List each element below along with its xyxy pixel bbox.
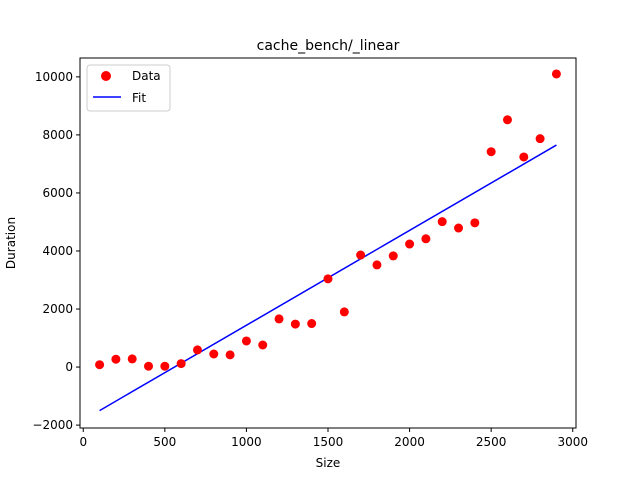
legend-marker-data <box>101 71 111 81</box>
data-point <box>437 217 447 227</box>
data-point <box>127 354 137 364</box>
chart-title: cache_bench/_linear <box>257 38 400 54</box>
data-point <box>470 218 480 228</box>
x-tick-label: 0 <box>79 435 87 449</box>
data-point <box>405 239 415 249</box>
data-point <box>144 361 154 371</box>
x-tick-label: 1000 <box>231 435 262 449</box>
data-point <box>323 274 333 284</box>
data-point <box>421 234 431 244</box>
legend-label-data: Data <box>132 69 161 83</box>
data-point <box>486 147 496 157</box>
y-axis-label: Duration <box>4 217 18 269</box>
data-point <box>454 223 464 233</box>
x-axis-label: Size <box>316 456 341 470</box>
y-tick-label: 10000 <box>35 70 73 84</box>
data-point <box>307 319 317 329</box>
data-point <box>502 115 512 125</box>
y-tick-label: 4000 <box>42 244 73 258</box>
data-point <box>192 345 202 355</box>
legend-label-fit: Fit <box>132 91 146 105</box>
data-point <box>209 349 219 359</box>
data-point <box>225 350 235 360</box>
data-point <box>551 69 561 79</box>
data-point <box>372 260 382 270</box>
x-tick-label: 2000 <box>394 435 425 449</box>
data-point <box>160 361 170 371</box>
plot-area <box>95 69 561 412</box>
data-point <box>111 354 121 364</box>
data-point <box>388 251 398 261</box>
y-tick-label: 8000 <box>42 128 73 142</box>
x-tick-label: 500 <box>153 435 176 449</box>
data-point <box>535 134 545 144</box>
y-tick-label: 6000 <box>42 186 73 200</box>
data-point <box>258 340 268 350</box>
data-point <box>274 314 284 324</box>
data-point <box>241 336 251 346</box>
data-point <box>95 360 105 370</box>
y-tick-label: −2000 <box>32 418 73 432</box>
data-point <box>356 250 366 260</box>
data-point <box>519 152 529 162</box>
x-tick-label: 1500 <box>313 435 344 449</box>
legend: Data Fit <box>86 64 171 112</box>
y-tick-label: 0 <box>65 360 73 374</box>
data-point <box>290 319 300 329</box>
x-tick-label: 2500 <box>476 435 507 449</box>
data-point <box>339 307 349 317</box>
data-point <box>176 359 186 369</box>
y-tick-label: 2000 <box>42 302 73 316</box>
x-tick-label: 3000 <box>557 435 588 449</box>
